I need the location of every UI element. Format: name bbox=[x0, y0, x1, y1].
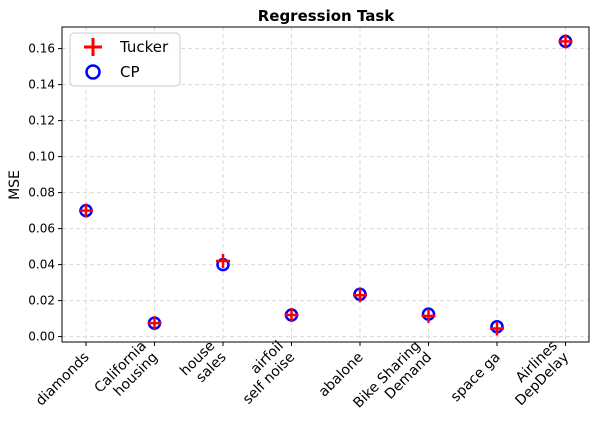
chart-title: Regression Task bbox=[258, 7, 396, 25]
tucker-point bbox=[284, 308, 299, 322]
tucker-point bbox=[216, 254, 230, 268]
tucker-point bbox=[79, 203, 93, 218]
y-tick-label: 0.08 bbox=[28, 186, 55, 200]
tucker-point bbox=[558, 34, 573, 49]
y-tick-label: 0.14 bbox=[28, 78, 55, 92]
tucker-point bbox=[147, 316, 162, 331]
y-axis: 0.00 0.02 0.04 0.06 0.08 0.10 0.12 0.14 0.16 bbox=[28, 42, 62, 344]
tucker-point bbox=[353, 288, 367, 303]
y-tick-label: 0.04 bbox=[28, 258, 55, 272]
tucker-point bbox=[421, 308, 436, 323]
y-tick-label: 0.00 bbox=[28, 330, 55, 344]
y-tick-label: 0.10 bbox=[28, 150, 55, 164]
data-marks bbox=[79, 34, 573, 336]
y-tick-label: 0.12 bbox=[28, 114, 55, 128]
legend-marker-tucker bbox=[84, 38, 102, 56]
y-tick-label: 0.02 bbox=[28, 294, 55, 308]
legend-marker-cp bbox=[85, 64, 101, 80]
y-tick-label: 0.06 bbox=[28, 222, 55, 236]
legend-label-tucker: Tucker bbox=[119, 38, 169, 56]
y-axis-label: MSE bbox=[7, 170, 23, 200]
tucker-point bbox=[490, 321, 504, 336]
y-tick-label: 0.16 bbox=[28, 42, 55, 56]
legend: Tucker CP bbox=[69, 32, 181, 87]
plot-area bbox=[61, 26, 590, 343]
legend-label-cp: CP bbox=[120, 63, 140, 81]
